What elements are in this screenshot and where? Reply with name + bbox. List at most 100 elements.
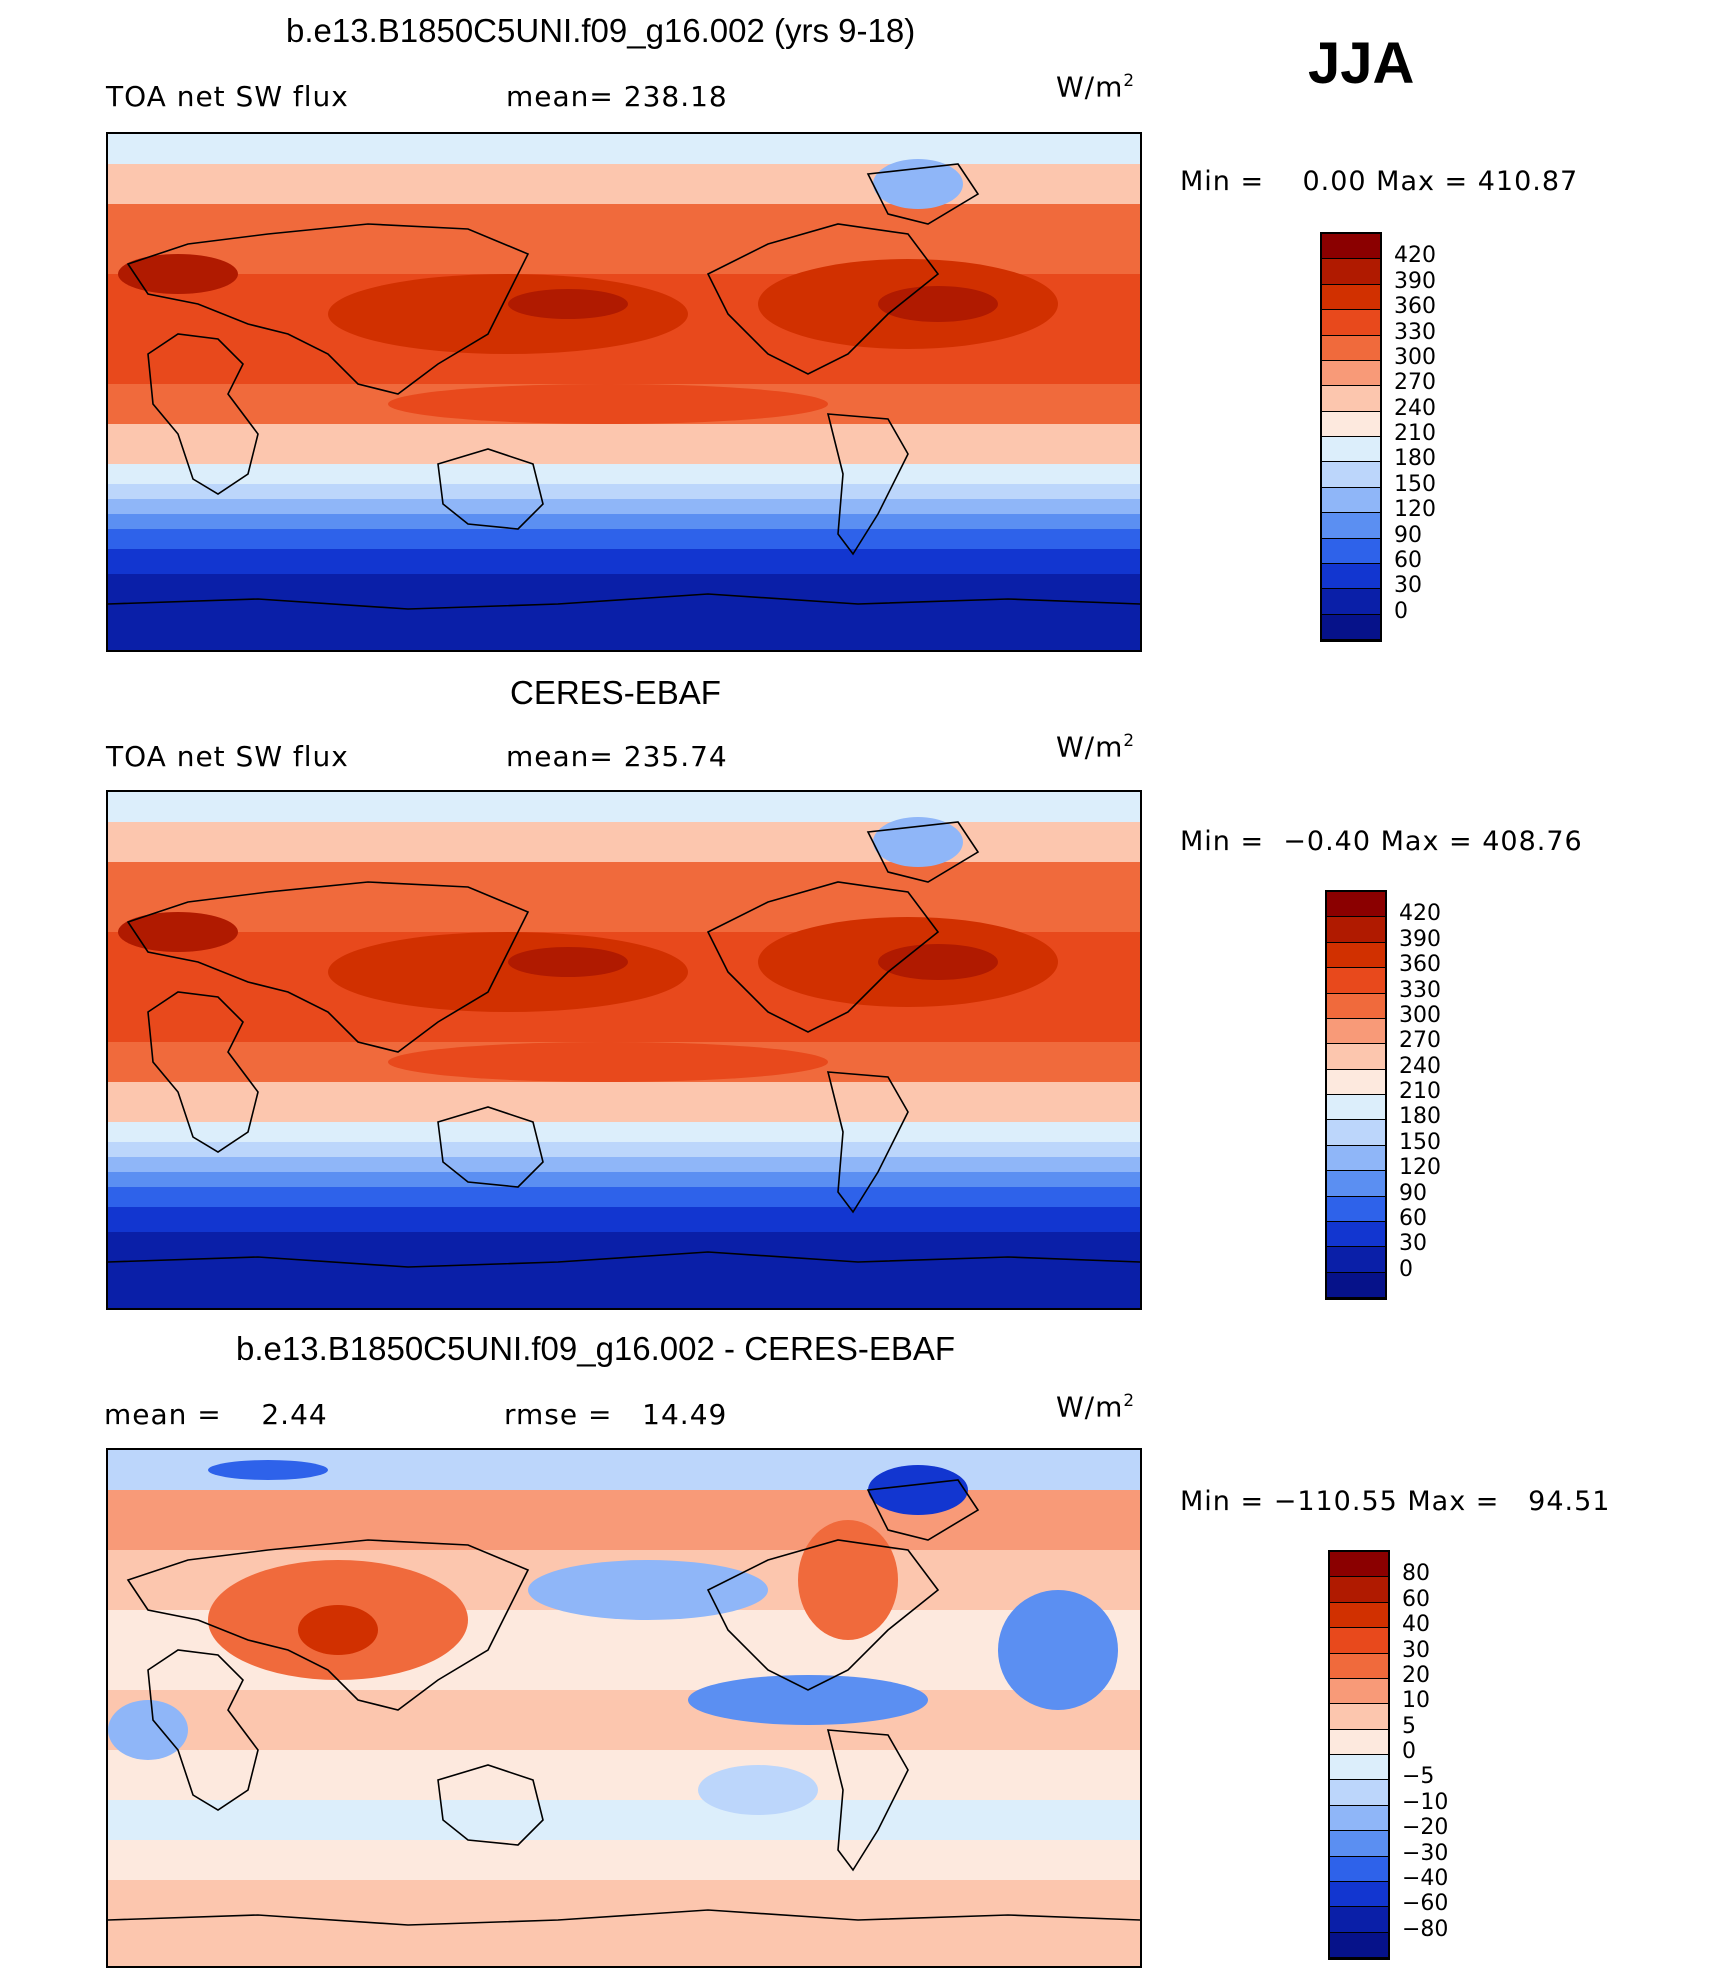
coastline — [826, 1729, 909, 1872]
colorbar-swatch — [1322, 513, 1380, 539]
field-region — [878, 286, 998, 322]
colorbar-tick-label: 150 — [1394, 471, 1436, 497]
field-band — [108, 1750, 1140, 1800]
colorbar-tick-label: 180 — [1394, 446, 1436, 472]
field-region — [388, 1042, 828, 1082]
field-region — [998, 1590, 1118, 1710]
colorbar-tick-label: 270 — [1394, 370, 1436, 396]
colorbar-swatch — [1322, 234, 1380, 260]
field-band — [108, 1082, 1140, 1122]
colorbar-swatch — [1322, 437, 1380, 463]
panel-2-title: CERES-EBAF — [510, 674, 721, 711]
colorbar-tick-label: 390 — [1399, 926, 1441, 952]
panel-1-variable-label: TOA net SW flux — [106, 80, 349, 113]
coastline — [108, 1251, 1140, 1268]
colorbar-tick-label: 330 — [1394, 319, 1436, 345]
colorbar-tick-label: 60 — [1394, 547, 1422, 573]
field-band — [108, 1232, 1140, 1308]
field-region — [328, 274, 688, 354]
field-band — [108, 1490, 1140, 1550]
field-band — [108, 549, 1140, 574]
colorbar-tick-label: 0 — [1402, 1739, 1416, 1764]
colorbar-swatch — [1327, 1069, 1385, 1095]
colorbar-swatch — [1327, 1044, 1385, 1070]
colorbar-swatch — [1330, 1678, 1388, 1705]
field-band — [108, 164, 1140, 204]
colorbar-swatch — [1330, 1653, 1388, 1679]
field-band — [108, 1840, 1140, 1880]
colorbar-tick-label: 210 — [1399, 1079, 1441, 1104]
colorbar-tick-label: 30 — [1399, 1231, 1427, 1257]
panel-2-variable-label: TOA net SW flux — [106, 740, 349, 773]
colorbar-tick-label: 10 — [1402, 1688, 1430, 1714]
colorbar-tick-label: 40 — [1402, 1612, 1430, 1638]
field-region — [118, 912, 238, 952]
colorbar-swatch — [1330, 1856, 1388, 1882]
colorbar-swatch — [1327, 1272, 1385, 1298]
colorbar-swatch — [1327, 1120, 1385, 1146]
coastline — [866, 821, 980, 883]
field-band — [108, 134, 1140, 164]
colorbar-tick-label: −20 — [1402, 1815, 1449, 1841]
colorbar-tick-label: 420 — [1399, 901, 1441, 927]
field-band — [108, 792, 1140, 822]
colorbar-swatch — [1322, 462, 1380, 488]
panel-3-minmax: Min = −110.55 Max = 94.51 — [1180, 1486, 1611, 1517]
field-region — [388, 384, 828, 424]
colorbar-tick-label: 420 — [1394, 243, 1436, 269]
field-region — [208, 1460, 328, 1480]
coastline — [108, 593, 1140, 610]
colorbar-tick-label: 90 — [1394, 522, 1422, 548]
field-region — [873, 159, 963, 209]
colorbar-tick-label: 120 — [1394, 497, 1436, 523]
colorbar-swatch — [1327, 968, 1385, 994]
field-region — [528, 1560, 768, 1620]
colorbar-swatch — [1322, 589, 1380, 615]
field-band — [108, 1880, 1140, 1966]
colorbar-swatch — [1330, 1729, 1388, 1755]
colorbar-swatch — [1322, 335, 1380, 361]
colorbar-tick-label: 150 — [1399, 1129, 1441, 1155]
coastline — [437, 1764, 544, 1846]
panel-3-units: W/m2 — [1056, 1390, 1136, 1424]
colorbar-swatch — [1330, 1805, 1388, 1832]
field-region — [798, 1520, 898, 1640]
coastline — [826, 413, 909, 556]
colorbar-swatch — [1327, 1247, 1385, 1273]
field-band — [108, 499, 1140, 514]
colorbar-tick-label: 120 — [1399, 1155, 1441, 1181]
colorbar-tick-label: 240 — [1399, 1053, 1441, 1079]
field-band — [108, 1157, 1140, 1172]
field-band — [108, 1187, 1140, 1207]
field-region — [118, 254, 238, 294]
panel-2-mean-label: mean= 235.74 — [506, 740, 728, 773]
field-band — [108, 862, 1140, 932]
coastline — [126, 1539, 530, 1711]
panel-2-colorbar — [1325, 890, 1387, 1300]
colorbar-swatch — [1330, 1932, 1388, 1958]
panel-3-colorbar — [1328, 1550, 1390, 1960]
season-label: JJA — [1308, 31, 1415, 96]
panel-3-map — [106, 1448, 1142, 1968]
colorbar-swatch — [1327, 917, 1385, 943]
panel-3-title: b.e13.B1850C5UNI.f09_g16.002 - CERES-EBA… — [236, 1330, 956, 1367]
colorbar-tick-label: 60 — [1402, 1586, 1430, 1612]
field-region — [698, 1765, 818, 1815]
field-region — [878, 944, 998, 980]
colorbar-tick-label: 300 — [1394, 344, 1436, 370]
field-band — [108, 529, 1140, 549]
colorbar-swatch — [1322, 310, 1380, 336]
field-band — [108, 424, 1140, 464]
field-region — [688, 1675, 928, 1725]
coastline — [706, 1539, 940, 1691]
colorbar-tick-label: −40 — [1402, 1865, 1449, 1891]
field-region — [328, 932, 688, 1012]
colorbar-tick-label: 270 — [1399, 1028, 1441, 1054]
colorbar-tick-label: 300 — [1399, 1002, 1441, 1028]
panel-2-minmax: Min = −0.40 Max = 408.76 — [1180, 826, 1583, 857]
coastline — [126, 223, 530, 395]
field-band — [108, 204, 1140, 274]
colorbar-tick-label: 5 — [1402, 1713, 1416, 1739]
colorbar-swatch — [1330, 1907, 1388, 1933]
colorbar-tick-label: −30 — [1402, 1840, 1449, 1866]
